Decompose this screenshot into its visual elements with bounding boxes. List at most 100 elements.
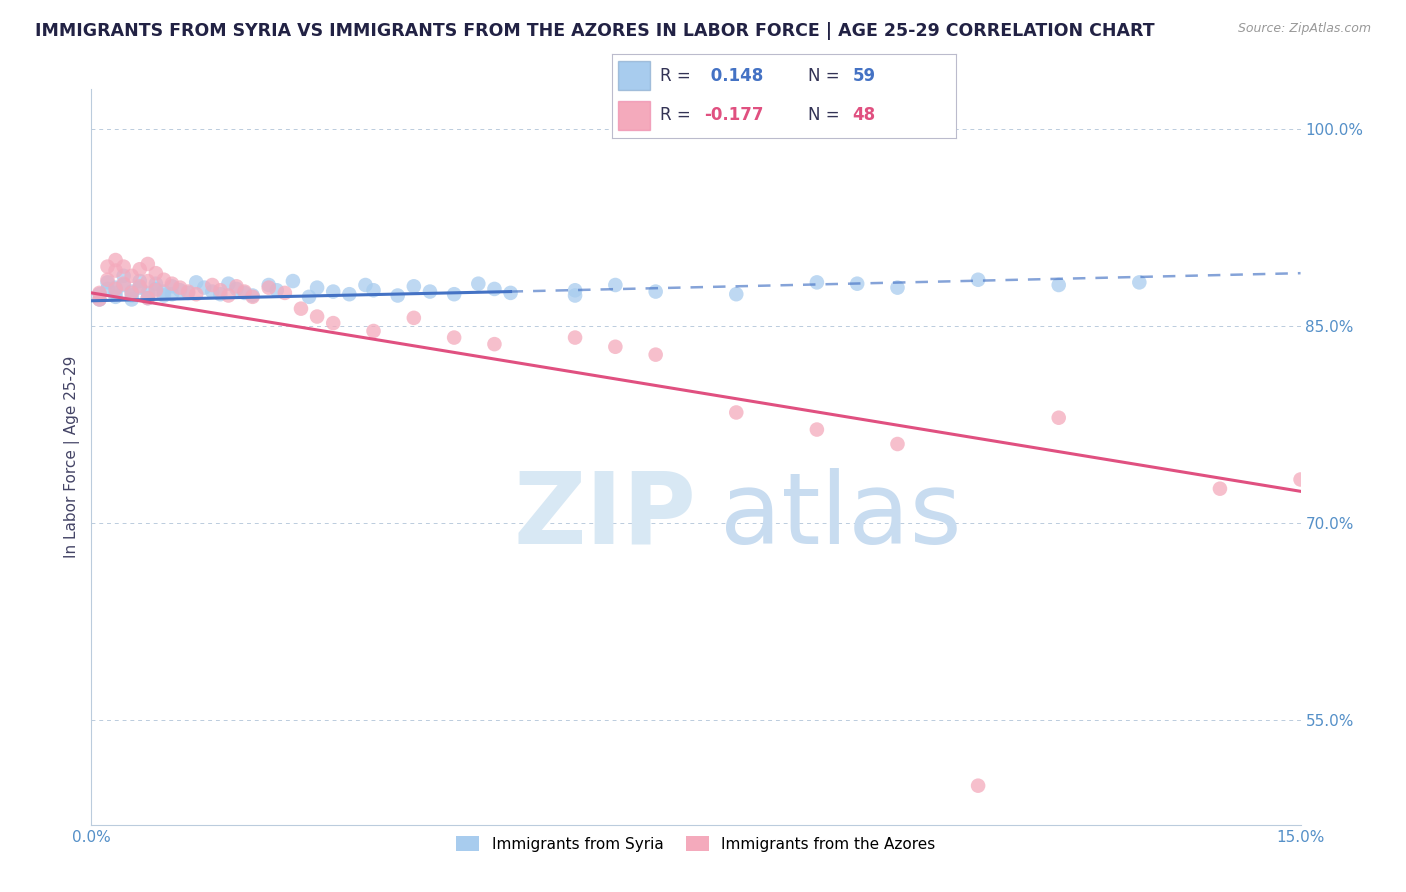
- Point: [136, 285, 159, 300]
- Point: [128, 279, 150, 293]
- Bar: [619, 62, 650, 90]
- Point: [153, 288, 176, 302]
- Point: [209, 283, 232, 297]
- Point: [160, 277, 183, 291]
- Point: [725, 405, 748, 419]
- Point: [233, 285, 256, 299]
- Point: [104, 280, 127, 294]
- Point: [169, 280, 191, 294]
- Point: [644, 348, 666, 362]
- Point: [307, 310, 329, 324]
- Text: R =: R =: [659, 67, 690, 85]
- Point: [160, 279, 183, 293]
- Point: [886, 437, 908, 451]
- Point: [257, 278, 280, 293]
- Point: [177, 285, 200, 299]
- Point: [564, 330, 586, 344]
- Point: [354, 278, 377, 293]
- Point: [225, 279, 247, 293]
- Point: [274, 285, 297, 300]
- Point: [121, 293, 143, 307]
- Point: [846, 277, 869, 291]
- Point: [402, 310, 425, 325]
- Point: [121, 288, 143, 302]
- Point: [145, 282, 167, 296]
- Point: [104, 285, 127, 300]
- Point: [564, 283, 586, 297]
- Point: [128, 262, 150, 277]
- Point: [1289, 473, 1312, 487]
- Point: [443, 287, 465, 301]
- Point: [290, 301, 312, 316]
- Text: N =: N =: [808, 106, 839, 124]
- Point: [1209, 482, 1232, 496]
- Point: [104, 282, 127, 296]
- Point: [177, 285, 200, 300]
- Text: -0.177: -0.177: [704, 106, 763, 124]
- Point: [225, 282, 247, 296]
- Point: [499, 285, 522, 300]
- Point: [886, 280, 908, 294]
- Point: [121, 268, 143, 283]
- Point: [363, 283, 385, 297]
- Point: [605, 278, 627, 293]
- Point: [443, 330, 465, 344]
- Point: [257, 280, 280, 294]
- Point: [201, 278, 224, 293]
- Text: Source: ZipAtlas.com: Source: ZipAtlas.com: [1237, 22, 1371, 36]
- Point: [89, 287, 111, 301]
- Point: [121, 285, 143, 299]
- Point: [307, 280, 329, 294]
- Point: [967, 779, 990, 793]
- Point: [605, 340, 627, 354]
- Point: [217, 288, 239, 302]
- Point: [242, 288, 264, 302]
- Point: [112, 268, 135, 283]
- Point: [160, 287, 183, 301]
- Point: [104, 263, 127, 277]
- Point: [806, 276, 828, 290]
- Text: IMMIGRANTS FROM SYRIA VS IMMIGRANTS FROM THE AZORES IN LABOR FORCE | AGE 25-29 C: IMMIGRANTS FROM SYRIA VS IMMIGRANTS FROM…: [35, 22, 1154, 40]
- Point: [322, 285, 344, 299]
- Point: [644, 285, 666, 299]
- Point: [169, 283, 191, 297]
- Point: [564, 288, 586, 302]
- Point: [337, 287, 360, 301]
- Point: [153, 273, 176, 287]
- Point: [96, 276, 118, 290]
- Point: [96, 260, 118, 274]
- Point: [193, 280, 215, 294]
- Point: [153, 285, 176, 299]
- Point: [89, 285, 111, 300]
- Text: 0.148: 0.148: [704, 67, 763, 85]
- Point: [806, 423, 828, 437]
- Point: [298, 290, 321, 304]
- Text: R =: R =: [659, 106, 690, 124]
- Text: N =: N =: [808, 67, 839, 85]
- Point: [484, 282, 506, 296]
- Point: [1128, 276, 1150, 290]
- Text: atlas: atlas: [720, 467, 962, 565]
- Point: [484, 337, 506, 351]
- Point: [281, 274, 304, 288]
- Point: [266, 283, 288, 297]
- Point: [112, 278, 135, 293]
- Point: [136, 274, 159, 288]
- Point: [967, 273, 990, 287]
- Text: 59: 59: [852, 67, 876, 85]
- Point: [145, 283, 167, 297]
- Text: ZIP: ZIP: [513, 467, 696, 565]
- Point: [217, 277, 239, 291]
- Point: [112, 277, 135, 291]
- Point: [136, 291, 159, 305]
- Point: [145, 266, 167, 280]
- Point: [89, 293, 111, 307]
- Point: [96, 282, 118, 296]
- Point: [322, 316, 344, 330]
- Point: [112, 260, 135, 274]
- Point: [419, 285, 441, 299]
- Point: [186, 287, 208, 301]
- Point: [136, 257, 159, 271]
- Point: [96, 273, 118, 287]
- Point: [121, 285, 143, 300]
